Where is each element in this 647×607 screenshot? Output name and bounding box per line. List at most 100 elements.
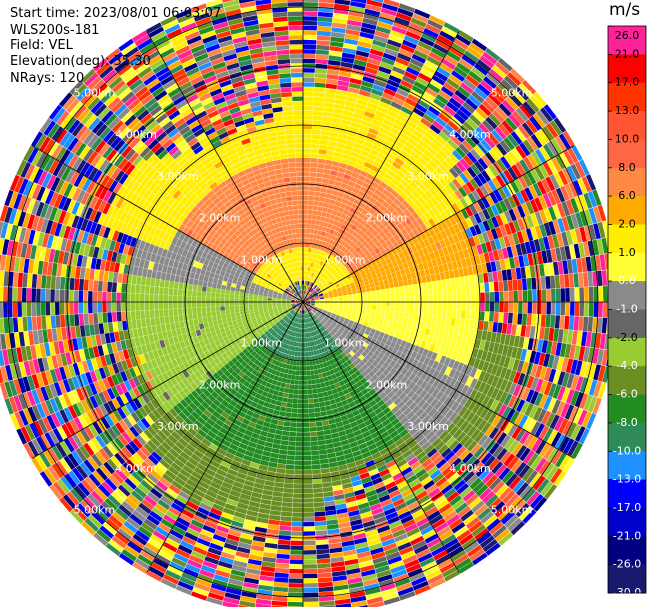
azimuth-line — [31, 301, 304, 459]
ray — [0, 221, 301, 302]
colorbar-swatch — [608, 139, 646, 169]
colorbar-tick-label: -21.0 — [613, 529, 641, 542]
ray — [0, 302, 301, 400]
colorbar-swatch — [608, 54, 646, 84]
ray — [190, 304, 303, 601]
colorbar-tick-label: 21.0 — [615, 47, 640, 60]
ray — [305, 252, 616, 302]
ray — [31, 303, 301, 474]
ray — [271, 0, 303, 300]
azimuth-line — [31, 145, 304, 303]
azimuth-line — [302, 301, 460, 573]
ray — [303, 3, 416, 300]
ray — [304, 22, 460, 300]
ray — [305, 189, 602, 302]
ray — [305, 104, 557, 301]
nrays-label: NRays: 120 — [10, 71, 85, 86]
colorbar-unit: m/s — [609, 0, 641, 20]
ray — [303, 304, 352, 607]
ring-label: 4.00km — [449, 462, 491, 475]
colorbar-tick-label: 8.0 — [618, 161, 636, 174]
ray — [303, 304, 385, 607]
ray — [304, 38, 488, 300]
colorbar-tick-label: 0.0 — [618, 274, 636, 287]
colorbar-tick-label: 1.0 — [618, 246, 636, 259]
ray — [92, 58, 302, 300]
start-time-label: Start time: 2023/08/01 06:03:07 — [10, 6, 222, 21]
ray — [118, 38, 302, 300]
azimuth-line — [302, 145, 575, 303]
ray — [0, 302, 301, 318]
ring-label: 1.00km — [324, 253, 366, 266]
ray — [93, 304, 302, 547]
colorbar-swatch — [608, 451, 646, 481]
ring-label: 3.00km — [407, 170, 449, 183]
ray — [305, 302, 602, 415]
ray — [303, 0, 319, 300]
colorbar-tick-label: -8.0 — [616, 416, 637, 429]
colorbar-tick-label: -17.0 — [613, 501, 641, 514]
ray — [146, 22, 302, 300]
colorbar-tick-label: -4.0 — [616, 359, 637, 372]
ray — [303, 0, 367, 300]
ray — [39, 117, 301, 301]
ray — [58, 92, 301, 301]
colorbar-tick-label: 6.0 — [618, 189, 636, 202]
colorbar-swatch — [608, 252, 646, 282]
ray — [105, 304, 302, 557]
ring-label: 5.00km — [74, 504, 116, 517]
ray — [305, 302, 614, 367]
ray — [206, 304, 303, 606]
ray — [305, 91, 547, 301]
colorbar-tick-label: 26.0 — [615, 29, 640, 42]
ray — [0, 238, 301, 302]
colorbar-frame — [607, 25, 647, 594]
colorbar-swatch — [608, 167, 646, 197]
ray — [160, 15, 302, 300]
ray — [9, 174, 301, 301]
ray — [305, 304, 537, 524]
site-label: WLS200s-181 — [10, 23, 100, 38]
ray — [305, 303, 548, 512]
ray — [305, 302, 611, 383]
colorbar-swatch — [608, 281, 646, 310]
ray — [222, 304, 303, 607]
ring-labels: 1.00km 1.00km 1.00km 1.00km 2.00km 2.00km 2.00… — [74, 86, 533, 516]
azimuth-line — [302, 31, 460, 303]
ray — [255, 304, 303, 607]
ring-label: 4.00km — [115, 462, 157, 475]
ray — [305, 269, 617, 302]
ring-label: 3.00km — [407, 420, 449, 433]
colorbar-swatch — [608, 196, 646, 225]
ray — [304, 304, 460, 582]
ray — [16, 159, 301, 301]
ray — [118, 304, 302, 566]
ray — [16, 303, 301, 445]
range-grid — [0, 0, 616, 607]
ray — [305, 304, 526, 536]
ray — [303, 0, 351, 300]
ray — [131, 30, 302, 300]
ray — [305, 302, 617, 335]
ray — [305, 130, 575, 301]
colorbar-swatch — [608, 508, 646, 537]
ray — [304, 30, 474, 300]
ray — [0, 302, 301, 334]
ray — [0, 286, 301, 302]
colorbar-swatch — [608, 111, 646, 140]
ray — [69, 80, 301, 300]
ray — [146, 304, 302, 582]
velocity-rays — [0, 0, 618, 607]
ray — [303, 304, 416, 601]
ray — [271, 304, 303, 607]
ray — [303, 0, 335, 300]
ring-label: 4.00km — [449, 128, 491, 141]
ray — [49, 303, 301, 500]
ray — [287, 0, 303, 300]
ray — [304, 304, 431, 596]
ray — [305, 79, 537, 300]
ray — [0, 302, 301, 384]
colorbar-tick-label: -13.0 — [613, 473, 641, 486]
colorbar-tick-label: -10.0 — [613, 444, 641, 457]
ray — [287, 304, 303, 607]
